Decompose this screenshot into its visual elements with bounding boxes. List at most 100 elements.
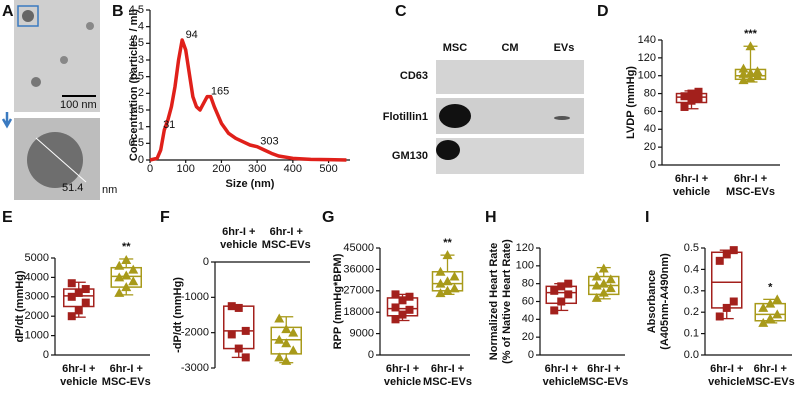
x-tick-label: 6hr-I + <box>710 363 743 375</box>
x-tick-label: MSC-EVs <box>726 186 775 198</box>
point <box>128 276 139 286</box>
y-tick-label: 1000 <box>25 330 49 342</box>
y-tick-label: 2 <box>138 87 144 99</box>
panel-a: A 100 nm 51.4 nm <box>1 0 117 200</box>
blot <box>436 60 584 94</box>
point <box>557 282 566 291</box>
x-tick-label: 6hr-I + <box>222 226 255 238</box>
x-tick-label: 6hr-I + <box>754 363 787 375</box>
point <box>715 256 724 265</box>
y-tick-label: 60 <box>522 295 534 307</box>
y-tick-label: 3 <box>138 54 144 66</box>
panel-c: C MSC CM EVs CD63 Flotillin1 GM130 <box>383 3 584 174</box>
y-tick-label: 0.2 <box>684 306 699 318</box>
y-tick-label: 0.5 <box>129 137 144 149</box>
x-tick-label: vehicle <box>384 376 421 388</box>
point <box>745 41 756 51</box>
panel-label: E <box>2 209 13 226</box>
y-tick-label: 80 <box>644 87 656 99</box>
y-tick-label: 100 <box>516 260 534 272</box>
point <box>738 68 749 78</box>
point <box>288 345 299 355</box>
panel-label: G <box>322 209 334 226</box>
y-tick-label: 3000 <box>25 291 49 303</box>
point <box>74 306 83 315</box>
point <box>442 285 453 295</box>
point <box>564 290 573 299</box>
x-tick-label: vehicle <box>60 376 97 388</box>
arrow <box>1 112 13 129</box>
row-label: Flotillin1 <box>383 111 428 123</box>
vesicle <box>22 10 34 22</box>
peak-label: 94 <box>186 29 198 41</box>
column-label: CM <box>501 42 518 54</box>
significance: *** <box>744 28 758 40</box>
point <box>591 271 602 281</box>
y-tick-label: 36000 <box>343 263 374 275</box>
point <box>722 303 731 312</box>
x-tick-label: MSC-EVs <box>746 376 795 388</box>
y-tick-label: 120 <box>516 242 534 254</box>
scale-label: 100 nm <box>60 99 97 111</box>
vesicle <box>60 56 68 64</box>
point <box>442 276 453 286</box>
point <box>281 355 292 365</box>
point <box>391 290 400 299</box>
significance: ** <box>443 237 452 249</box>
point <box>391 303 400 312</box>
y-tick-label: 0.0 <box>684 349 699 361</box>
point <box>405 292 414 301</box>
point <box>745 73 756 83</box>
point <box>241 326 250 335</box>
point <box>288 327 299 337</box>
x-tick-label: vehicle <box>673 186 710 198</box>
y-tick-label: -2000 <box>181 327 209 339</box>
peak-label: 31 <box>163 119 175 131</box>
x-tick-label: 6hr-I + <box>734 173 767 185</box>
column-label: MSC <box>443 42 468 54</box>
y-tick-label: 100 <box>638 70 656 82</box>
point <box>598 287 609 297</box>
point <box>680 102 689 111</box>
y-tick-label: 40 <box>522 313 534 325</box>
vesicle <box>31 77 41 87</box>
point <box>449 283 460 293</box>
peak-label: 303 <box>260 136 278 148</box>
point <box>227 330 236 339</box>
x-tick-label: vehicle <box>708 376 745 388</box>
point <box>758 317 769 327</box>
y-tick-label: 0.5 <box>684 242 699 254</box>
column-label: EVs <box>554 42 575 54</box>
point <box>114 260 125 270</box>
y-tick-label: 3.5 <box>129 37 144 49</box>
point <box>121 254 132 264</box>
y-tick-label: 0.1 <box>684 328 699 340</box>
band <box>436 140 460 160</box>
size-unit: nm <box>102 184 117 196</box>
vesicle <box>27 132 83 188</box>
y-axis-label: dP/dt (mmHg) <box>14 270 26 342</box>
zoom-box <box>17 5 39 27</box>
y-tick-label: 1.5 <box>129 104 144 116</box>
row-label: GM130 <box>392 150 428 162</box>
point <box>281 324 292 334</box>
y-axis-label: LVDP (mmHg) <box>625 66 637 139</box>
point <box>67 279 76 288</box>
point <box>121 270 132 280</box>
point <box>114 287 125 297</box>
x-tick-label: 6hr-I + <box>270 226 303 238</box>
point <box>449 271 460 281</box>
point <box>405 305 414 314</box>
y-tick-label: 45000 <box>343 242 374 254</box>
point <box>680 92 689 101</box>
point <box>398 296 407 305</box>
point <box>81 285 90 294</box>
point <box>722 250 731 259</box>
panel-label: F <box>160 209 170 226</box>
peak-label: 165 <box>211 86 229 98</box>
size-value: 51.4 <box>62 182 83 194</box>
y-axis-label: RPP (mmHg*BPM) <box>332 253 344 349</box>
point <box>752 66 763 76</box>
point <box>687 89 696 98</box>
